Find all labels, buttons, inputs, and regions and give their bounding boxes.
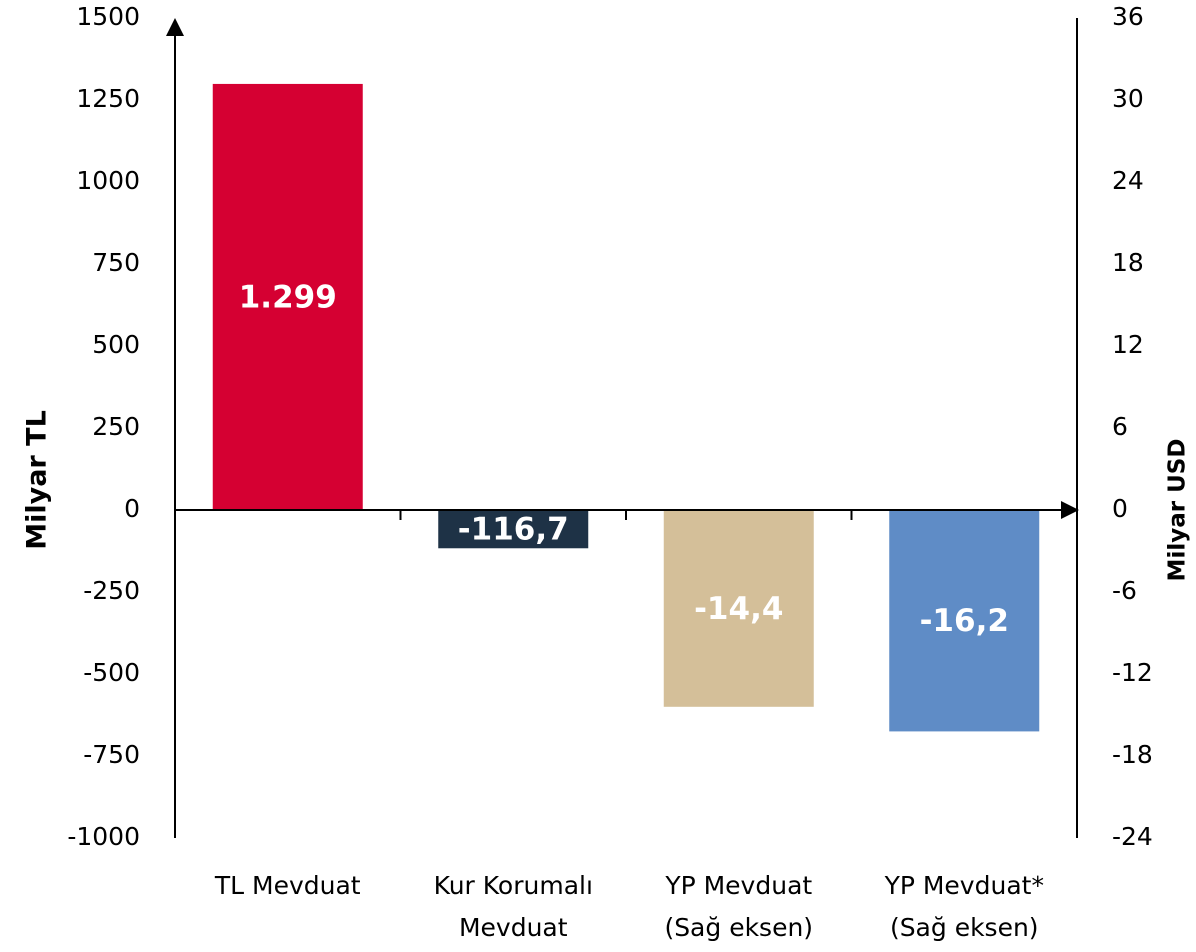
x-tick-label: Mevduat bbox=[459, 913, 568, 942]
y2-axis-label: Milyar USD bbox=[1165, 439, 1191, 582]
y-tick-label: 250 bbox=[92, 412, 140, 441]
y2-tick-label: 12 bbox=[1112, 330, 1144, 359]
y2-tick-label: 36 bbox=[1112, 2, 1144, 31]
y2-tick-label: 0 bbox=[1112, 494, 1128, 523]
value-label: -16,2 bbox=[920, 603, 1009, 639]
value-label: -14,4 bbox=[694, 591, 783, 627]
y-tick-label: -1000 bbox=[67, 822, 140, 851]
x-tick-label: (Sağ eksen) bbox=[664, 913, 813, 942]
bar bbox=[663, 510, 814, 707]
y-tick-label: 750 bbox=[92, 248, 140, 277]
x-tick-label: (Sağ eksen) bbox=[890, 913, 1039, 942]
y2-tick-label: 6 bbox=[1112, 412, 1128, 441]
y-tick-label: 1250 bbox=[76, 84, 140, 113]
value-label: 1.299 bbox=[239, 279, 337, 315]
x-tick-label: YP Mevduat* bbox=[884, 871, 1044, 900]
x-tick-label: TL Mevduat bbox=[214, 871, 361, 900]
y2-tick-label: 24 bbox=[1112, 166, 1144, 195]
y2-tick-label: -18 bbox=[1112, 740, 1153, 769]
y-axis-label: Milyar TL bbox=[22, 410, 53, 550]
y2-tick-label: 18 bbox=[1112, 248, 1144, 277]
x-axis-arrow bbox=[1061, 501, 1079, 519]
y-axis-arrow bbox=[166, 18, 184, 36]
bar bbox=[212, 83, 363, 510]
y-tick-label: 0 bbox=[124, 494, 140, 523]
y2-tick-label: -24 bbox=[1112, 822, 1153, 851]
x-tick-label: Kur Korumalı bbox=[434, 871, 593, 900]
x-tick-label: YP Mevduat bbox=[664, 871, 812, 900]
y-tick-label: -500 bbox=[83, 658, 140, 687]
y-tick-label: -750 bbox=[83, 740, 140, 769]
y-tick-label: -250 bbox=[83, 576, 140, 605]
y-tick-label: 1500 bbox=[76, 2, 140, 31]
value-label: -116,7 bbox=[458, 512, 569, 548]
y2-tick-label: 30 bbox=[1112, 84, 1144, 113]
bar bbox=[889, 510, 1040, 732]
y-tick-label: 500 bbox=[92, 330, 140, 359]
y2-tick-label: -6 bbox=[1112, 576, 1137, 605]
bar bbox=[438, 510, 589, 549]
y2-tick-label: -12 bbox=[1112, 658, 1153, 687]
y-tick-label: 1000 bbox=[76, 166, 140, 195]
